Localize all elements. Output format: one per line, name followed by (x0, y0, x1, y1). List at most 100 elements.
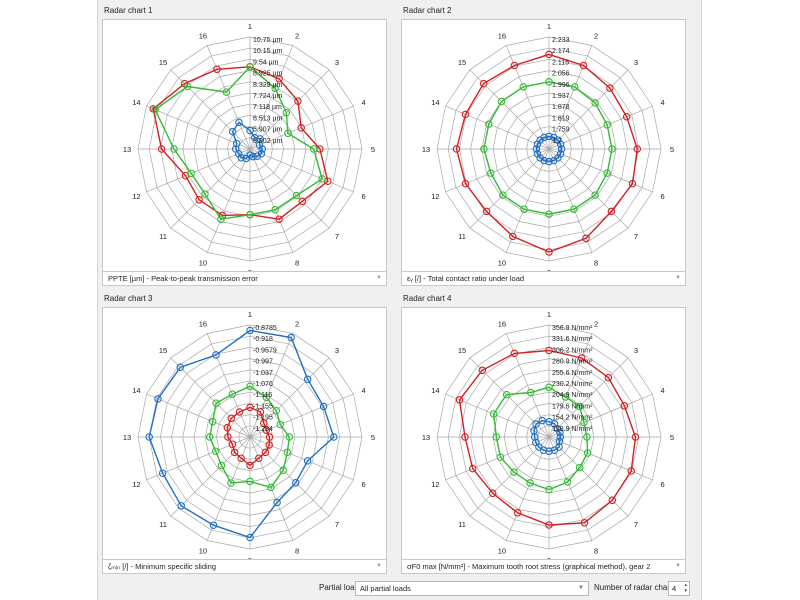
spin-up-icon[interactable]: ▲ (683, 582, 688, 587)
data-point (213, 65, 221, 74)
grid-spoke (469, 436, 550, 517)
data-point (271, 84, 279, 93)
data-point (510, 468, 518, 476)
axis-label: 11 (159, 520, 167, 529)
data-point (538, 416, 546, 425)
data-point (267, 483, 275, 492)
data-point (583, 449, 592, 457)
grid-spoke (146, 393, 251, 438)
axis-label: 3 (335, 58, 339, 67)
ring-value-label: 154.2 N/mm² (552, 415, 593, 422)
chevron-down-icon: ▼ (376, 563, 382, 569)
data-point (556, 433, 565, 441)
data-point (607, 207, 616, 216)
data-point (212, 351, 220, 359)
selector-value: ζₘᵢₙ [/] - Minimum specific sliding (108, 562, 217, 571)
ring-value-label: 255.6 N/mm² (552, 370, 593, 377)
ring-value-label: 280.9 N/mm² (552, 359, 593, 366)
grid-spoke (249, 148, 354, 193)
ring-value-label: 1.996 (552, 82, 570, 89)
axis-label: 1 (547, 310, 551, 319)
chart-count-spinner[interactable]: 4 ▲ ▼ (668, 581, 690, 596)
data-point (154, 395, 162, 403)
data-point (255, 454, 263, 462)
data-point (224, 433, 232, 441)
data-point (510, 61, 519, 70)
data-point (258, 145, 267, 153)
data-point (622, 113, 631, 121)
data-point (246, 403, 254, 412)
data-point (520, 205, 528, 213)
data-point (570, 83, 579, 91)
data-point (575, 463, 584, 472)
ring-value-label: 128.9 N/mm² (552, 426, 593, 433)
axis-label: 13 (422, 433, 430, 442)
data-point (499, 191, 507, 199)
data-point (532, 145, 541, 153)
series-line-red (458, 349, 637, 526)
grid-spoke (249, 148, 294, 253)
data-point (272, 406, 281, 415)
data-point (217, 461, 226, 470)
ring-value-label: -0.8785 (253, 325, 277, 332)
data-point (526, 388, 535, 397)
data-point (228, 127, 237, 136)
axis-label: 9 (248, 556, 252, 560)
axis-label: 3 (335, 346, 339, 355)
data-point (533, 150, 542, 158)
data-point (235, 118, 243, 127)
ring-value-label: 7.724 µm (253, 93, 282, 100)
axis-label: 12 (431, 192, 439, 201)
data-point (246, 533, 254, 542)
data-point (222, 88, 231, 96)
grid-spoke (505, 148, 550, 253)
ring-value-label: 8.925 µm (253, 71, 282, 78)
data-point (608, 496, 617, 505)
quantity-selector[interactable]: PPTE [µm] - Peak-to-peak transmission er… (102, 271, 387, 286)
data-point (556, 140, 565, 148)
data-point (530, 427, 538, 435)
data-point (480, 145, 488, 153)
panel-title: Radar chart 1 (104, 6, 153, 15)
axis-label: 10 (498, 547, 506, 556)
quantity-selector[interactable]: εᵧ [/] - Total contact ratio under load … (401, 271, 686, 286)
ring-value-label: 5.907 µm (253, 127, 282, 134)
data-point (583, 433, 591, 441)
ring-value-label: -1.076 (253, 381, 273, 388)
partial-load-select[interactable]: All partial loads ▼ (355, 581, 589, 596)
data-point (468, 464, 477, 473)
ring-value-label: -1.234 (253, 426, 273, 433)
data-point (283, 448, 292, 457)
data-point (151, 105, 159, 114)
selector-value: PPTE [µm] - Peak-to-peak transmission er… (108, 274, 258, 283)
data-point (580, 418, 588, 427)
data-point (246, 477, 254, 486)
quantity-selector[interactable]: ζₘᵢₙ [/] - Minimum specific sliding ▼ (102, 559, 387, 574)
quantity-selector[interactable]: σF0 max [N/mm²] - Maximum tooth root str… (401, 559, 686, 574)
data-point (223, 423, 232, 432)
data-point (287, 333, 295, 342)
data-point (217, 215, 225, 223)
grid-spoke (249, 436, 294, 541)
grid-spoke (469, 69, 550, 150)
data-point (580, 519, 589, 527)
data-point (319, 402, 328, 411)
data-point (478, 366, 487, 375)
data-point (230, 448, 239, 457)
data-point (479, 79, 488, 88)
data-point (157, 145, 166, 153)
data-point (561, 393, 570, 401)
spin-down-icon[interactable]: ▼ (683, 588, 688, 593)
data-point (492, 433, 501, 441)
grid-spoke (249, 393, 354, 438)
chevron-down-icon: ▼ (578, 585, 584, 591)
data-point (563, 478, 572, 486)
axis-label: 10 (199, 547, 207, 556)
data-point (232, 139, 241, 148)
data-point (231, 145, 240, 153)
data-point (253, 152, 261, 160)
axis-label: 4 (661, 386, 665, 395)
axis-label: 15 (458, 346, 466, 355)
panel-title: Radar chart 2 (403, 6, 452, 15)
data-point (591, 191, 599, 199)
